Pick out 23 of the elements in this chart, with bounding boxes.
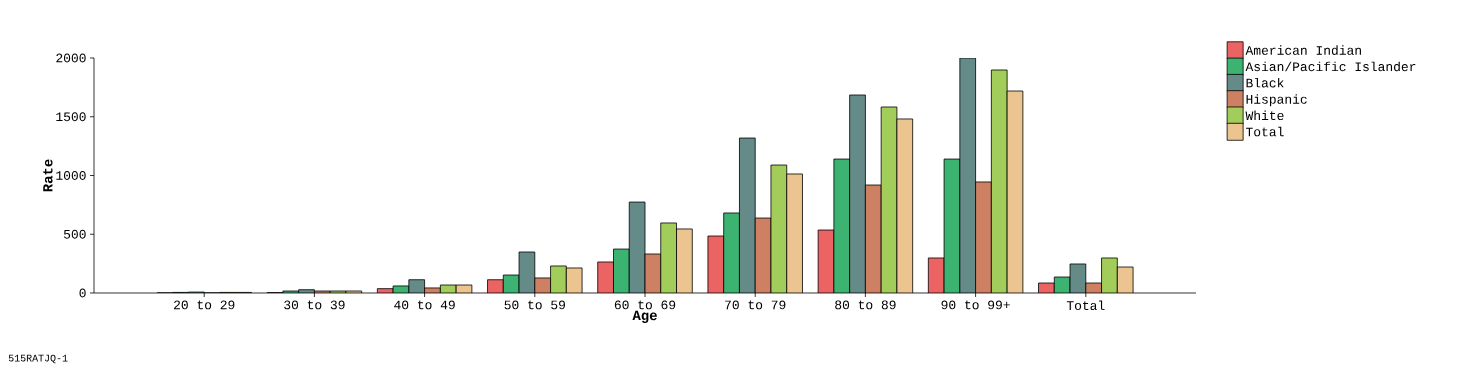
x-tick-label: 30 to 39 — [284, 300, 345, 310]
legend-label: Asian/Pacific Islander — [1245, 61, 1416, 72]
x-tick-label: Total — [1066, 300, 1105, 311]
x-tick-label: 90 to 99+ — [941, 300, 1010, 310]
text: 515RATJQ-1 — [8, 354, 68, 364]
y-axis-title: Rate — [43, 159, 53, 192]
legend-label: American Indian — [1245, 45, 1361, 55]
x-tick-label: 70 to 79 — [725, 300, 786, 310]
y-tick-label: 2000 — [56, 53, 86, 63]
legend-label: Black — [1246, 77, 1284, 88]
y-tick-label: 1500 — [56, 112, 86, 122]
legend-label: Total — [1246, 126, 1284, 137]
x-tick-label: 40 to 49 — [394, 300, 455, 310]
x-axis-title: Age — [632, 310, 657, 324]
x-tick-label: 80 to 89 — [835, 300, 896, 310]
x-tick-label: 20 to 29 — [174, 300, 235, 310]
legend-label: Hispanic — [1246, 94, 1307, 107]
x-tick-label: 60 to 69 — [614, 300, 676, 310]
y-tick-label: 500 — [63, 229, 86, 239]
x-tick-label: 50 to 59 — [504, 300, 565, 310]
y-tick-label: 1000 — [56, 171, 86, 180]
legend-label: White — [1245, 110, 1284, 121]
y-tick-label: 0 — [79, 288, 86, 298]
